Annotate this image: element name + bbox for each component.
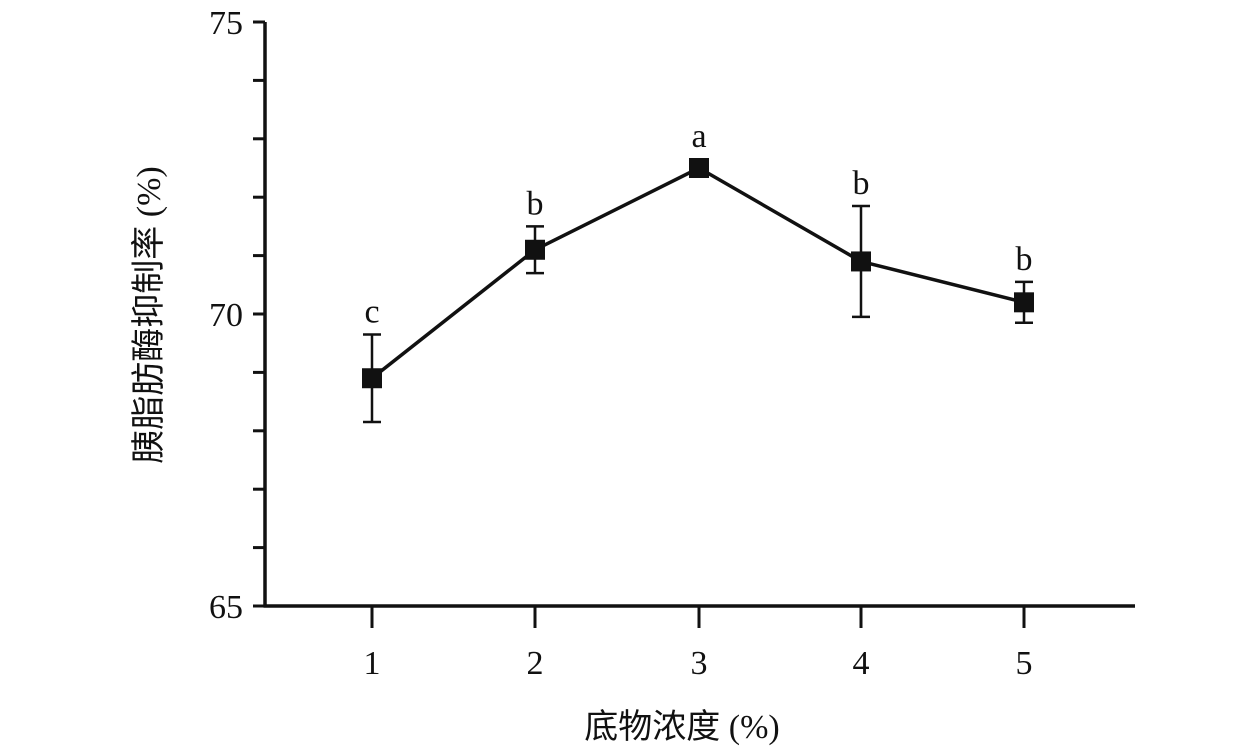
x-tick-label: 3 <box>691 645 708 682</box>
significance-label: c <box>364 293 379 330</box>
x-tick-label: 4 <box>853 645 870 682</box>
data-point <box>525 239 545 260</box>
data-point <box>1014 292 1034 313</box>
x-tick-label: 5 <box>1016 645 1033 682</box>
data-point <box>851 251 871 272</box>
significance-label: b <box>527 185 544 222</box>
y-tick-label: 65 <box>209 589 243 626</box>
x-tick-label: 2 <box>527 645 544 682</box>
data-point <box>689 158 709 178</box>
significance-label: a <box>691 118 706 155</box>
series-line <box>370 166 1025 380</box>
x-ticks: 1 2 3 4 5 <box>364 606 1033 682</box>
significance-label: b <box>853 165 870 202</box>
y-ticks: 65 70 75 <box>209 5 265 626</box>
x-axis-title: 底物浓度 (%) <box>584 708 779 746</box>
x-tick-label: 1 <box>364 645 381 682</box>
axes: 65 70 75 1 2 3 4 5 <box>209 5 1135 682</box>
y-tick-label: 70 <box>209 297 243 334</box>
series: c b a b b <box>362 118 1034 424</box>
data-point <box>362 368 382 389</box>
y-tick-label: 75 <box>209 5 243 42</box>
significance-label: b <box>1016 241 1033 278</box>
y-axis-title: 胰脂肪酶抑制率 (%) <box>130 166 168 463</box>
